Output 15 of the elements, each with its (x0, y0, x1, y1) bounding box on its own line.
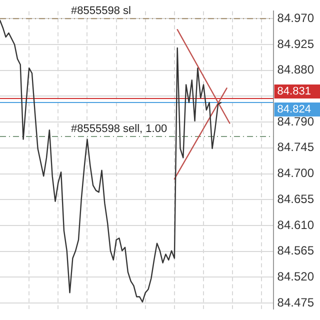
y-tick-label: 84.610 (277, 218, 314, 232)
y-tick-label: 84.700 (277, 166, 314, 180)
ref-line-label: 84.831 (277, 86, 311, 98)
y-tick-label: 84.565 (277, 244, 314, 258)
ref-line-label: #8555598 sl (71, 5, 132, 18)
ref-line-label: #8555598 sell, 1.00 (71, 122, 168, 135)
y-tick-label: 84.970 (277, 10, 314, 25)
y-tick-label: 84.790 (277, 114, 314, 128)
y-tick-label: 84.655 (277, 192, 314, 206)
y-tick-label: 84.520 (277, 270, 314, 284)
y-tick-label: 84.475 (277, 295, 314, 310)
y-tick-label: 84.925 (277, 36, 314, 51)
ref-line-label: 84.824 (277, 104, 311, 116)
y-tick-label: 84.745 (277, 140, 314, 154)
y-tick-label: 84.880 (277, 62, 314, 77)
